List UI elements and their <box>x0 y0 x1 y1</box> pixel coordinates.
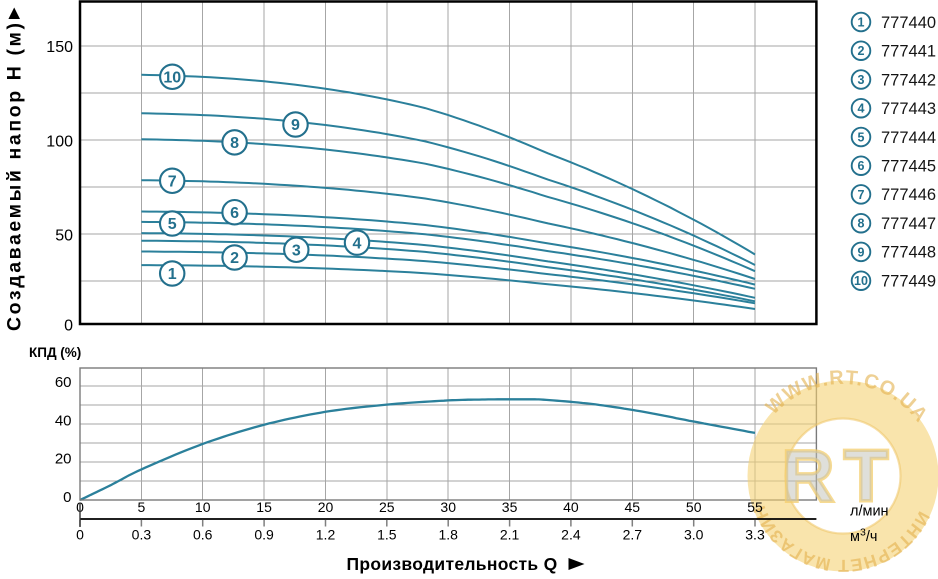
svg-text:20: 20 <box>318 499 334 515</box>
svg-text:Производительность Q: Производительность Q <box>346 554 557 574</box>
svg-text:777442: 777442 <box>881 71 936 89</box>
svg-text:777446: 777446 <box>881 186 936 204</box>
svg-text:3.3: 3.3 <box>745 527 765 543</box>
svg-text:10: 10 <box>163 70 181 87</box>
svg-text:8: 8 <box>230 135 239 152</box>
svg-text:40: 40 <box>55 412 72 429</box>
svg-text:0: 0 <box>64 318 73 335</box>
svg-text:7: 7 <box>168 174 177 191</box>
svg-text:5: 5 <box>138 499 146 515</box>
svg-text:2: 2 <box>858 44 865 58</box>
svg-text:1: 1 <box>168 266 177 283</box>
svg-text:КПД (%): КПД (%) <box>29 345 81 360</box>
svg-text:7: 7 <box>858 188 865 202</box>
svg-text:45: 45 <box>625 499 641 515</box>
svg-text:8: 8 <box>858 217 865 231</box>
svg-text:R: R <box>782 436 835 517</box>
svg-text:40: 40 <box>563 499 579 515</box>
svg-text:0.9: 0.9 <box>254 527 274 543</box>
svg-text:л/мин: л/мин <box>850 504 889 520</box>
svg-text:55: 55 <box>747 499 763 515</box>
svg-text:777445: 777445 <box>881 158 936 176</box>
svg-text:м3/ч: м3/ч <box>850 527 877 546</box>
svg-text:0: 0 <box>63 489 71 506</box>
svg-text:60: 60 <box>55 374 72 391</box>
svg-text:150: 150 <box>46 39 73 56</box>
svg-text:50: 50 <box>55 227 73 244</box>
svg-text:9: 9 <box>858 245 865 259</box>
svg-text:777443: 777443 <box>881 100 936 118</box>
svg-text:10: 10 <box>195 499 211 515</box>
svg-text:777449: 777449 <box>881 273 936 291</box>
svg-text:777440: 777440 <box>881 14 936 32</box>
svg-text:3.0: 3.0 <box>684 527 704 543</box>
svg-text:2.1: 2.1 <box>500 527 520 543</box>
svg-text:3: 3 <box>292 243 301 260</box>
svg-text:2.7: 2.7 <box>623 527 643 543</box>
svg-text:6: 6 <box>230 205 239 222</box>
svg-text:1.5: 1.5 <box>377 527 397 543</box>
svg-text:3: 3 <box>858 73 865 87</box>
svg-text:5: 5 <box>858 130 865 144</box>
svg-text:15: 15 <box>256 499 272 515</box>
svg-text:4: 4 <box>858 102 865 116</box>
svg-text:1: 1 <box>858 15 865 29</box>
svg-text:0: 0 <box>76 527 84 543</box>
svg-text:25: 25 <box>379 499 395 515</box>
svg-text:5: 5 <box>168 216 177 233</box>
svg-text:4: 4 <box>353 235 362 252</box>
svg-text:50: 50 <box>686 499 702 515</box>
svg-text:20: 20 <box>55 451 72 468</box>
svg-text:1.8: 1.8 <box>438 527 458 543</box>
svg-text:0.3: 0.3 <box>132 527 152 543</box>
svg-text:6: 6 <box>858 159 865 173</box>
svg-text:777447: 777447 <box>881 215 936 233</box>
svg-text:30: 30 <box>440 499 456 515</box>
svg-text:100: 100 <box>46 133 73 150</box>
svg-text:10: 10 <box>854 274 868 288</box>
svg-text:9: 9 <box>291 117 300 134</box>
svg-text:0.6: 0.6 <box>193 527 213 543</box>
svg-text:1.2: 1.2 <box>316 527 336 543</box>
svg-text:777448: 777448 <box>881 244 936 262</box>
svg-text:777444: 777444 <box>881 129 936 147</box>
svg-text:35: 35 <box>502 499 518 515</box>
svg-text:Создаваемый напор Н (м): Создаваемый напор Н (м) <box>4 20 26 331</box>
svg-text:777441: 777441 <box>881 43 936 61</box>
svg-text:2: 2 <box>230 250 239 267</box>
svg-text:T: T <box>844 436 889 517</box>
svg-text:2.4: 2.4 <box>561 527 581 543</box>
